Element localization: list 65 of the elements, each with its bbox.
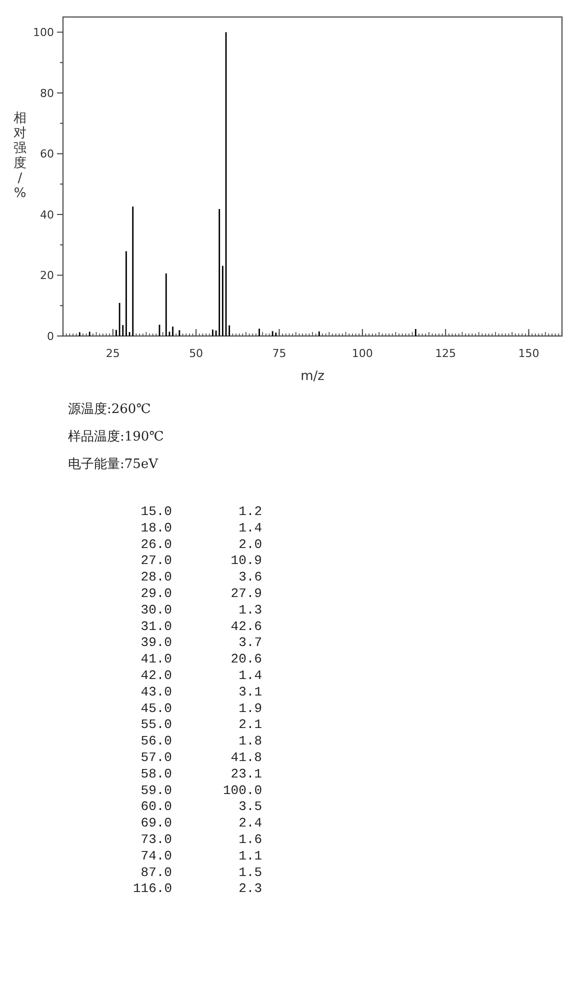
category-label: 28.0 — [140, 570, 172, 585]
y-tick-label: 0 — [47, 330, 54, 343]
x-tick-label: 150 — [518, 347, 540, 360]
category-label: 58.0 — [140, 766, 172, 782]
category-label: 116.0 — [132, 881, 172, 896]
y-tick-label: 40 — [40, 208, 54, 222]
text: 10.9 — [230, 553, 262, 568]
text: 1.8 — [238, 734, 262, 749]
text: 100.0 — [222, 782, 262, 798]
category-label: 55.0 — [140, 717, 172, 732]
x-tick-label: 125 — [435, 347, 456, 360]
text: 42.6 — [230, 618, 262, 634]
text: 1.5 — [238, 864, 262, 880]
text: 41.8 — [230, 750, 262, 765]
category-label: 30.0 — [140, 602, 172, 618]
text: 3.7 — [238, 635, 262, 650]
text: 23.1 — [230, 766, 262, 782]
y-axis-title: 相对强度/% — [14, 111, 26, 201]
category-label: 31.0 — [140, 618, 172, 634]
category-label: 87.0 — [140, 864, 172, 880]
text: 1.3 — [238, 602, 262, 618]
category-label: 60.0 — [140, 799, 172, 814]
category-label: 26.0 — [140, 536, 172, 552]
category-label: 18.0 — [140, 520, 172, 536]
text: 1.1 — [238, 848, 262, 864]
category-label: 41.0 — [140, 652, 172, 667]
text: 1.4 — [238, 668, 262, 683]
text: 3.5 — [238, 799, 262, 814]
category-label: 45.0 — [140, 700, 172, 716]
category-label: 56.0 — [140, 734, 172, 749]
category-label: 29.0 — [140, 586, 172, 601]
category-label: 73.0 — [140, 832, 172, 847]
text: 27.9 — [230, 586, 262, 601]
text: 源温度:260℃ — [68, 401, 151, 417]
category-label: 42.0 — [140, 668, 172, 683]
category-label: 15.0 — [140, 504, 172, 519]
category-label: 69.0 — [140, 816, 172, 831]
text: 2.4 — [238, 816, 262, 831]
text: 3.1 — [238, 684, 262, 700]
text: 1.2 — [238, 504, 262, 519]
x-tick-label: 50 — [189, 347, 204, 360]
text: 电子能量:75eV — [68, 457, 159, 472]
y-tick-label: 100 — [33, 26, 54, 40]
text: 3.6 — [238, 570, 262, 585]
x-tick-label: 25 — [106, 347, 120, 360]
x-tick-label: 75 — [272, 347, 286, 360]
text: 20.6 — [230, 652, 262, 667]
text: 1.6 — [238, 832, 262, 847]
text: 1.9 — [238, 700, 262, 716]
category-label: 27.0 — [140, 553, 172, 568]
x-axis-title: m/z — [300, 369, 325, 384]
text: 2.3 — [238, 881, 262, 896]
text: 1.4 — [238, 520, 262, 536]
y-tick-label: 60 — [40, 148, 54, 161]
category-label: 57.0 — [140, 750, 172, 765]
category-label: 43.0 — [140, 684, 172, 700]
y-tick-label: 80 — [40, 86, 54, 100]
category-label: 74.0 — [140, 848, 172, 864]
text: 2.1 — [238, 717, 262, 732]
text: 样品温度:190℃ — [68, 428, 164, 444]
y-tick-label: 20 — [40, 269, 54, 282]
category-label: 39.0 — [140, 635, 172, 650]
text: 2.0 — [238, 536, 262, 552]
x-tick-label: 100 — [352, 347, 373, 360]
category-label: 59.0 — [140, 782, 172, 798]
